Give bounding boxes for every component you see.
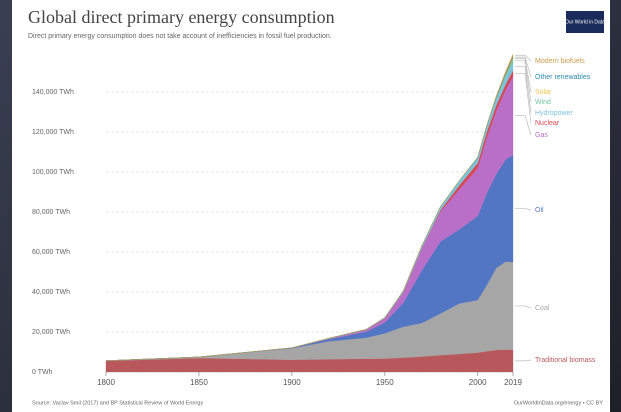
chart-subtitle: Direct primary energy consumption does n… [28, 33, 332, 40]
legend-label: Oil [535, 207, 544, 214]
legend-label: Hydropower [535, 110, 573, 117]
legend-connector [515, 56, 532, 78]
legend-label: Coal [535, 305, 550, 312]
legend-label: Solar [535, 89, 552, 96]
legend-label: Nuclear [535, 120, 560, 127]
legend-label: Modern biofuels [535, 58, 585, 65]
x-tick-label: 1900 [283, 378, 301, 387]
y-tick-label: 0 TWh [32, 369, 53, 376]
logo-box [566, 11, 604, 33]
legend-connector [515, 66, 532, 114]
x-tick-label: 1950 [376, 378, 394, 387]
source: Source: Vaclav Smil (2017) and BP Statis… [32, 400, 203, 406]
x-tick-label: 2019 [504, 378, 522, 387]
legend-label: Other renewables [535, 74, 591, 81]
x-tick-label: 1800 [97, 378, 115, 387]
y-tick-label: 100,000 TWh [32, 169, 74, 176]
legend-connector [515, 359, 532, 362]
y-tick-label: 20,000 TWh [32, 329, 70, 336]
legend-label: Gas [535, 132, 548, 139]
legend-connector [515, 208, 532, 211]
y-tick-label: 140,000 TWh [32, 89, 74, 96]
legend-connector [515, 115, 532, 136]
legend-label: Wind [535, 99, 551, 106]
legend-connector [515, 305, 532, 309]
x-tick-label: 2000 [469, 378, 487, 387]
logo: Our World in Data [565, 19, 605, 25]
chart-title: Global direct primary energy consumption [28, 7, 335, 27]
y-tick-label: 40,000 TWh [32, 289, 70, 296]
legend-label: Traditional biomass [535, 357, 596, 364]
y-tick-label: 60,000 TWh [32, 249, 70, 256]
y-tick-label: 120,000 TWh [32, 129, 74, 136]
y-tick-label: 80,000 TWh [32, 209, 70, 216]
legend-connector [515, 54, 532, 62]
credit: OurWorldInData.org/energy • CC BY [514, 400, 604, 406]
legend-connector [515, 58, 532, 93]
legend-connector [515, 60, 532, 103]
x-tick-label: 1850 [190, 378, 208, 387]
legend-connector [515, 73, 532, 124]
area [105, 54, 514, 361]
